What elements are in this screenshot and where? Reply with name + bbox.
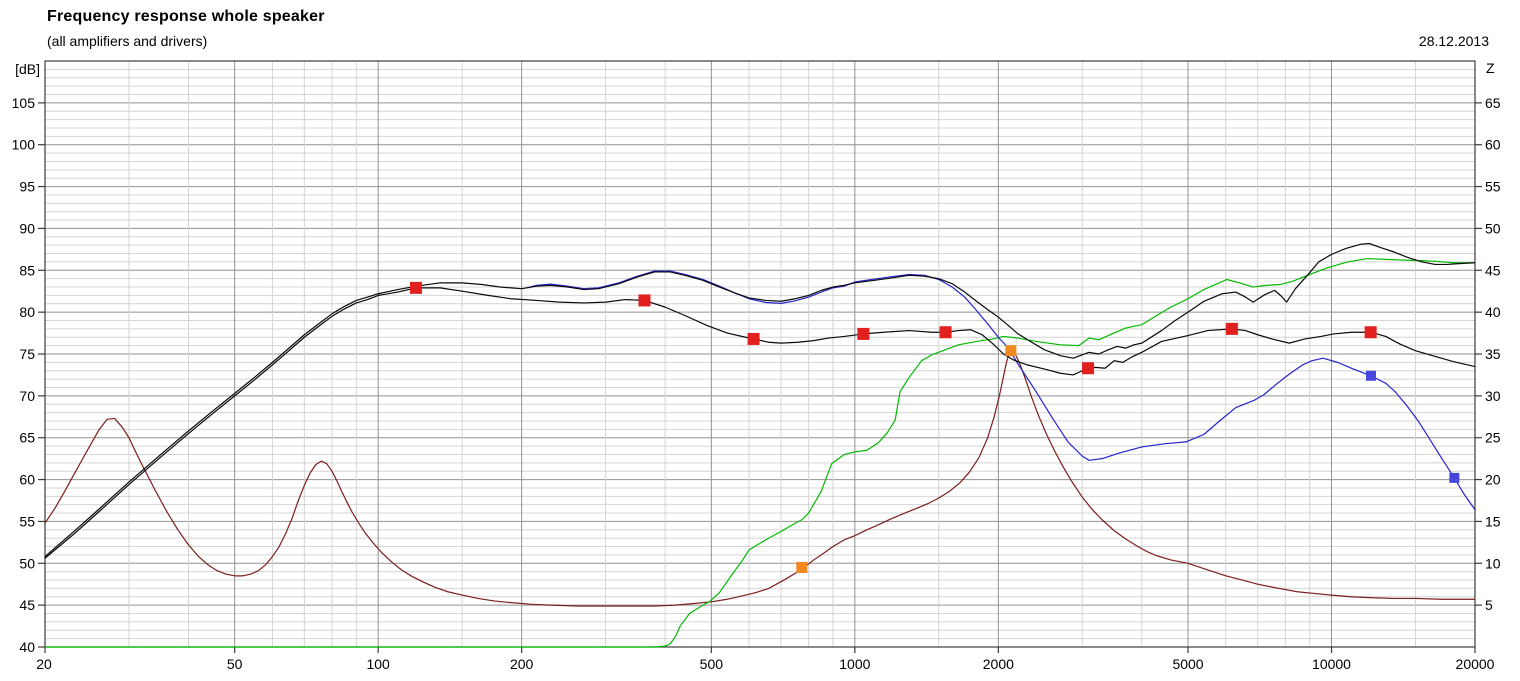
- y-right-tick-label: 15: [1485, 513, 1501, 529]
- curve-impedance: [44, 350, 1475, 607]
- marker-red-squares-on-lower-response: [409, 281, 422, 294]
- left-axis-unit-label: [dB]: [15, 61, 40, 77]
- y-right-tick-label: 65: [1485, 95, 1501, 111]
- x-tick-label: 10000: [1312, 656, 1351, 672]
- y-right-tick-label: 10: [1485, 555, 1501, 571]
- marker-orange-squares-on-impedance: [796, 561, 808, 573]
- page-subtitle: (all amplifiers and drivers): [47, 33, 208, 49]
- marker-red-squares-on-lower-response: [638, 294, 651, 307]
- y-left-tick-label: 80: [19, 304, 35, 320]
- x-tick-label: 2000: [983, 656, 1014, 672]
- page-title: Frequency response whole speaker: [47, 8, 325, 25]
- y-right-tick-label: 35: [1485, 346, 1501, 362]
- marker-red-squares-on-lower-response: [1082, 362, 1095, 375]
- x-tick-label: 50: [227, 656, 243, 672]
- marker-red-squares-on-lower-response: [939, 326, 952, 339]
- y-right-tick-label: 5: [1485, 597, 1493, 613]
- y-left-tick-label: 100: [12, 137, 36, 153]
- y-left-tick-label: 45: [19, 597, 35, 613]
- y-right-tick-label: 55: [1485, 179, 1501, 195]
- marker-red-squares-on-lower-response: [747, 332, 760, 345]
- marker-red-squares-on-lower-response: [1225, 322, 1238, 335]
- y-left-tick-label: 85: [19, 262, 35, 278]
- x-tick-label: 20000: [1456, 656, 1495, 672]
- curve-response-lower: [44, 287, 1476, 559]
- curve-mid-high-section: [45, 257, 1475, 648]
- y-left-tick-label: 75: [19, 346, 35, 362]
- y-left-tick-label: 50: [19, 555, 35, 571]
- marker-red-squares-on-lower-response: [1364, 326, 1377, 339]
- y-right-tick-label: 40: [1485, 304, 1501, 320]
- marker-red-squares-on-lower-response: [857, 327, 870, 340]
- measurement-date: 28.12.2013: [1418, 33, 1489, 49]
- x-tick-label: 200: [510, 656, 534, 672]
- y-left-tick-label: 105: [12, 95, 36, 111]
- y-right-tick-label: 25: [1485, 430, 1501, 446]
- x-tick-label: 5000: [1172, 656, 1203, 672]
- y-left-tick-label: 55: [19, 513, 35, 529]
- y-right-tick-label: 60: [1485, 137, 1501, 153]
- y-right-tick-label: 50: [1485, 220, 1501, 236]
- curve-response-upper: [44, 242, 1476, 558]
- y-left-tick-label: 90: [19, 220, 35, 236]
- y-left-tick-label: 65: [19, 430, 35, 446]
- y-left-tick-label: 60: [19, 472, 35, 488]
- marker-orange-squares-on-impedance: [1005, 345, 1017, 357]
- y-right-tick-label: 20: [1485, 472, 1501, 488]
- y-left-tick-label: 40: [19, 639, 35, 655]
- y-left-tick-label: 70: [19, 388, 35, 404]
- x-tick-label: 1000: [839, 656, 870, 672]
- marker-blue-squares-on-blue-driver: [1365, 370, 1376, 381]
- right-axis-unit-label: Z: [1486, 60, 1495, 76]
- x-tick-label: 500: [700, 656, 724, 672]
- marker-blue-squares-on-blue-driver: [1449, 472, 1460, 483]
- x-tick-label: 100: [366, 656, 390, 672]
- y-right-tick-label: 45: [1485, 262, 1501, 278]
- y-left-tick-label: 95: [19, 179, 35, 195]
- x-tick-label: 20: [36, 656, 52, 672]
- y-right-tick-label: 30: [1485, 388, 1501, 404]
